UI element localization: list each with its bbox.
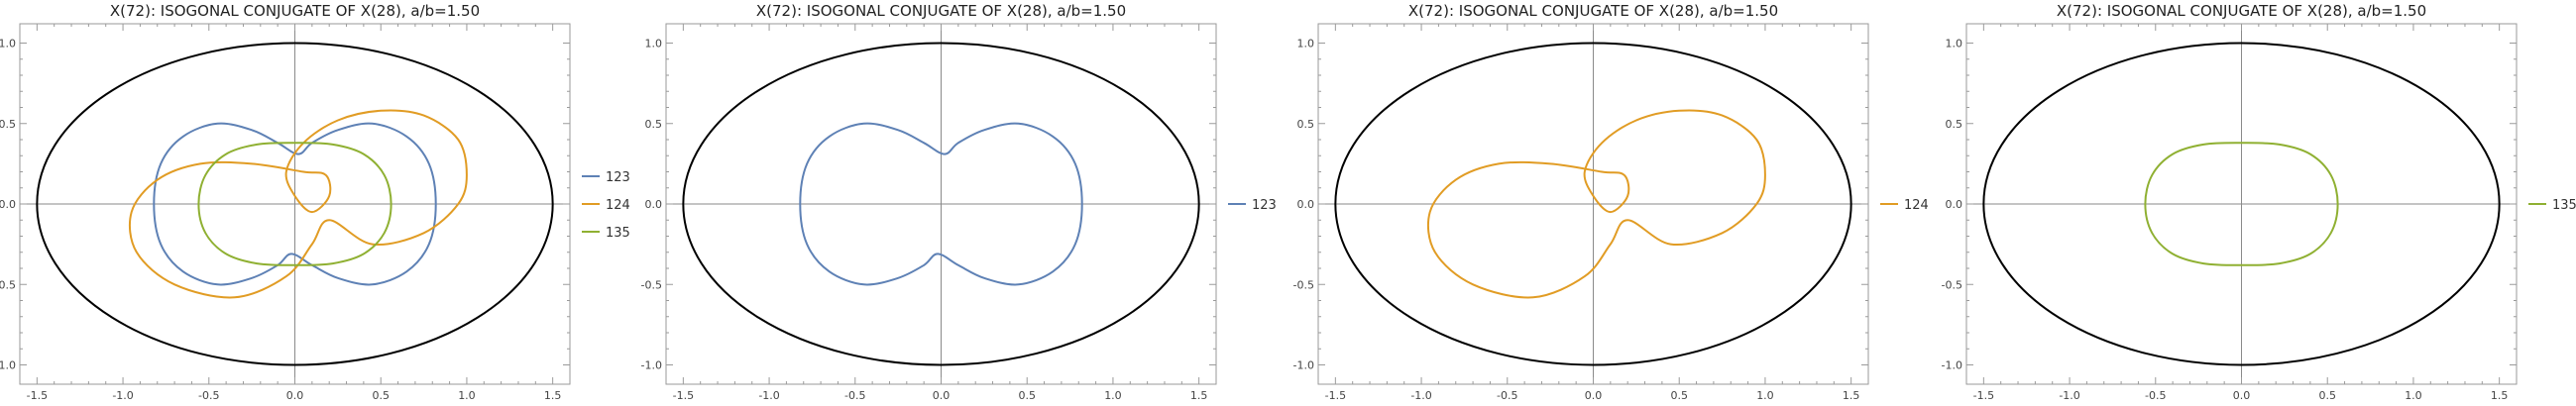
x-tick-label: -1.0 — [1410, 389, 1431, 402]
x-tick-label: -0.5 — [1497, 389, 1517, 402]
x-tick-label: -1.5 — [1973, 389, 1994, 402]
y-tick-label: 1.0 — [1297, 38, 1315, 51]
series-line-124 — [128, 109, 468, 299]
legend-label: 135 — [606, 226, 630, 241]
circumellipse — [1982, 42, 2501, 366]
y-tick-label: -0.5 — [1942, 278, 1962, 291]
x-tick-label: -1.5 — [27, 389, 48, 402]
y-tick-label: 0.5 — [1946, 118, 1963, 131]
y-tick-label: 1.0 — [1946, 38, 1963, 51]
y-tick-label: -1.0 — [641, 359, 662, 372]
series-line-123 — [799, 122, 1083, 286]
x-tick-label: -1.5 — [1325, 389, 1346, 402]
y-tick-label: 1.0 — [645, 38, 663, 51]
chart-panel-2: -1.5 -1.0 -0.5 0.0 0.5 1.0 1.5 -1.0 -0.5 0.0 0.5 1.… — [641, 2, 1277, 402]
chart-title: X(72): ISOGONAL CONJUGATE OF X(28), a/b=… — [1408, 2, 1778, 20]
y-tick-label: 0.0 — [645, 198, 663, 211]
x-tick-label: -1.0 — [758, 389, 779, 402]
x-tick-label: 0.0 — [933, 389, 951, 402]
y-tick-label: 0.5 — [1297, 118, 1315, 131]
x-tick-label: 1.5 — [544, 389, 562, 402]
circumellipse — [682, 42, 1200, 366]
series-line-135 — [197, 142, 392, 266]
y-tick-label: 0.5 — [0, 118, 16, 131]
y-tick-label: 0.5 — [645, 118, 663, 131]
x-tick-label: 1.0 — [2405, 389, 2422, 402]
x-tick-label: 0.5 — [1670, 389, 1688, 402]
y-tick-label: -1.0 — [0, 359, 16, 372]
circumellipse — [1334, 42, 1852, 366]
y-tick-label: 0.0 — [0, 198, 16, 211]
x-tick-label: 0.5 — [1018, 389, 1036, 402]
y-tick-label: -1.0 — [1942, 359, 1962, 372]
x-tick-label: 1.0 — [458, 389, 476, 402]
x-tick-label: 1.0 — [1756, 389, 1774, 402]
y-tick-label: 0.0 — [1297, 198, 1315, 211]
x-tick-label: 0.0 — [286, 389, 304, 402]
y-tick-label: -0.5 — [641, 278, 662, 291]
x-tick-label: 1.5 — [2491, 389, 2509, 402]
chart-title: X(72): ISOGONAL CONJUGATE OF X(28), a/b=… — [756, 2, 1126, 20]
legend-label: 124 — [1904, 198, 1929, 213]
x-tick-label: 0.0 — [1585, 389, 1603, 402]
x-tick-label: 0.5 — [372, 389, 390, 402]
y-tick-label: -0.5 — [0, 278, 16, 291]
y-tick-label: 0.0 — [1946, 198, 1963, 211]
legend-label: 135 — [2552, 198, 2576, 213]
y-tick-label: -0.5 — [1293, 278, 1314, 291]
y-tick-label: 1.0 — [0, 38, 16, 51]
legend-label: 123 — [1252, 198, 1277, 213]
circumellipse — [36, 42, 554, 366]
legend-label: 123 — [606, 170, 630, 185]
series-line-135 — [2144, 142, 2339, 266]
y-tick-label: -1.0 — [1293, 359, 1314, 372]
x-tick-label: -1.0 — [2059, 389, 2079, 402]
x-tick-label: -1.0 — [112, 389, 133, 402]
chart-title: X(72): ISOGONAL CONJUGATE OF X(28), a/b=… — [2057, 2, 2426, 20]
series-line-123 — [153, 122, 437, 286]
x-tick-label: -0.5 — [2145, 389, 2166, 402]
x-tick-label: 0.5 — [2318, 389, 2336, 402]
x-tick-label: -0.5 — [198, 389, 219, 402]
x-tick-label: -1.5 — [673, 389, 694, 402]
x-tick-label: -0.5 — [844, 389, 865, 402]
x-tick-label: 1.5 — [1843, 389, 1860, 402]
chart-title: X(72): ISOGONAL CONJUGATE OF X(28), a/b=… — [110, 2, 480, 20]
x-tick-label: 1.0 — [1104, 389, 1122, 402]
chart-panel-1: -1.5 -1.0 -0.5 0.0 0.5 1.0 1.5 -1.0 -0.5 0.0 0.5 1.… — [0, 2, 630, 402]
series-line-124 — [1426, 109, 1766, 299]
x-tick-label: 1.5 — [1190, 389, 1208, 402]
chart-panel-4: -1.5 -1.0 -0.5 0.0 0.5 1.0 1.5 -1.0 -0.5 0.0 0.5 1.… — [1942, 2, 2576, 402]
legend-label: 124 — [606, 198, 630, 213]
x-tick-label: 0.0 — [2233, 389, 2251, 402]
chart-panel-3: -1.5 -1.0 -0.5 0.0 0.5 1.0 1.5 -1.0 -0.5 0.0 0.5 1.… — [1293, 2, 1929, 402]
